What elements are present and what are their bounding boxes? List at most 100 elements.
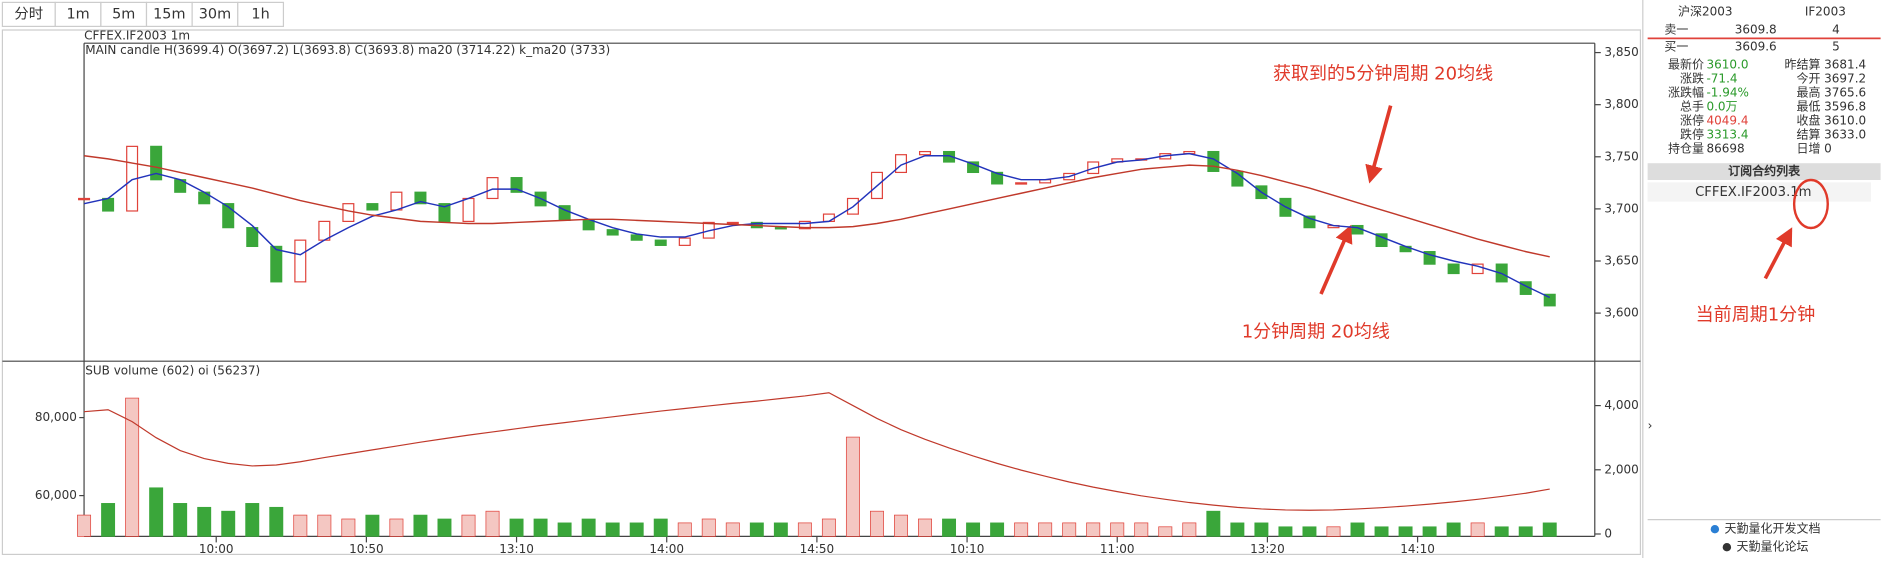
volume-bar <box>557 522 572 537</box>
candle <box>1375 233 1388 248</box>
volume-bar <box>990 522 1005 537</box>
volume-bar <box>701 518 716 537</box>
stat-value: 3681.4 <box>1824 57 1866 71</box>
list-title: 订阅合约列表 <box>1728 163 1801 178</box>
volume-bar <box>1206 510 1221 537</box>
volume-bar <box>77 514 92 537</box>
y-tick-label: 60,000 <box>35 488 77 502</box>
candle <box>967 161 980 174</box>
candle <box>1447 263 1460 275</box>
candle <box>1303 215 1316 229</box>
stat-label: 最高 <box>1797 84 1821 99</box>
volume-bar <box>749 522 764 537</box>
volume-bar <box>581 518 596 537</box>
volume-bar <box>1278 526 1293 537</box>
stat-value: 3610.0 <box>1706 57 1748 71</box>
y-tick-label: 3,600 <box>1604 306 1638 320</box>
volume-bar <box>1086 522 1101 537</box>
highlight-circle <box>1792 178 1829 230</box>
stat-label: 日增 <box>1797 142 1821 156</box>
chart-frame <box>1 29 1642 556</box>
stat-value: 86698 <box>1706 142 1744 156</box>
toolbar-label[interactable]: 5m <box>112 6 135 22</box>
volume-bar <box>533 518 548 537</box>
volume-bar <box>221 510 236 537</box>
candle <box>486 177 499 200</box>
volume-bar <box>1542 522 1557 537</box>
link-icon[interactable] <box>1722 543 1732 552</box>
stat-label: 结算 <box>1797 127 1821 142</box>
volume-bar <box>389 518 404 537</box>
candle <box>342 203 355 223</box>
quote-price: 3609.8 <box>1735 23 1777 37</box>
volume-bar <box>773 522 788 537</box>
collapse-handle[interactable]: › <box>1648 419 1653 433</box>
sub-legend: SUB volume (602) oi (56237) <box>85 363 260 377</box>
y-tick-label: 3,700 <box>1604 201 1638 215</box>
symbol-name: 沪深2003 <box>1678 5 1733 19</box>
volume-bar <box>1110 522 1125 537</box>
volume-bar <box>1182 522 1197 537</box>
footer-link[interactable]: 天勤量化开发文档 <box>1724 521 1820 536</box>
candle <box>1423 251 1436 265</box>
volume-bar <box>317 514 332 537</box>
candle <box>438 203 451 223</box>
x-tick-label: 13:10 <box>499 542 534 556</box>
candle <box>1471 263 1484 275</box>
stat-value: 3765.6 <box>1824 85 1866 99</box>
stat-label: 涨停 <box>1680 112 1704 127</box>
ma-line <box>83 152 1551 299</box>
volume-bar <box>1230 522 1245 537</box>
volume-bar <box>725 522 740 537</box>
stat-label: 今开 <box>1797 70 1821 85</box>
quote-price: 3609.6 <box>1735 39 1777 53</box>
x-tick-label: 13:20 <box>1250 542 1285 556</box>
candle <box>246 227 259 248</box>
candle <box>774 227 787 230</box>
quote-label: 卖一 <box>1664 23 1688 37</box>
toolbar-label[interactable]: 1m <box>66 6 89 22</box>
quote-volume: 5 <box>1832 39 1840 53</box>
volume-bar <box>1350 522 1365 537</box>
volume-bar <box>293 514 308 537</box>
toolbar-button[interactable] <box>237 1 285 28</box>
stat-label: 最低 <box>1797 99 1821 113</box>
candle <box>943 150 956 163</box>
volume-bar <box>197 506 212 537</box>
stat-value: 3313.4 <box>1706 128 1748 142</box>
volume-bar <box>101 503 116 537</box>
stat-value: -1.94% <box>1706 85 1748 99</box>
y-tick-label: 80,000 <box>35 410 77 424</box>
x-tick-label: 10:50 <box>349 542 384 556</box>
volume-bar <box>1038 522 1053 537</box>
candle <box>222 203 235 229</box>
volume-bar <box>894 514 908 537</box>
volume-bar <box>1158 526 1173 537</box>
toolbar-label[interactable]: 30m <box>199 6 231 22</box>
link-icon[interactable] <box>1710 525 1720 534</box>
main-legend: MAIN candle H(3699.4) O(3697.2) L(3693.8… <box>85 43 610 57</box>
candle <box>582 219 595 231</box>
list-item[interactable] <box>1647 182 1871 202</box>
toolbar-label[interactable]: 分时 <box>14 5 43 22</box>
stat-value: -71.4 <box>1706 71 1737 85</box>
oi-line <box>84 392 1550 511</box>
list-item-label[interactable]: CFFEX.IF2003.1m <box>1695 185 1811 200</box>
candle <box>630 234 643 241</box>
toolbar-label[interactable]: 1h <box>251 6 269 22</box>
stat-value: 3596.8 <box>1824 99 1866 113</box>
candle <box>1231 170 1244 187</box>
arrow <box>1365 105 1393 184</box>
volume-bar <box>149 487 164 537</box>
toolbar-label[interactable]: 15m <box>153 6 185 22</box>
quote-volume: 4 <box>1832 23 1840 37</box>
volume-bar <box>918 518 932 537</box>
stat-value: 3610.0 <box>1824 113 1866 127</box>
volume-bar <box>341 518 356 537</box>
volume-bar <box>1494 526 1509 537</box>
annotation: 当前周期1分钟 <box>1695 303 1816 326</box>
x-tick-label: 14:10 <box>1400 542 1435 556</box>
toolbar-button[interactable] <box>1 1 56 28</box>
footer-link[interactable]: 天勤量化论坛 <box>1736 540 1808 554</box>
